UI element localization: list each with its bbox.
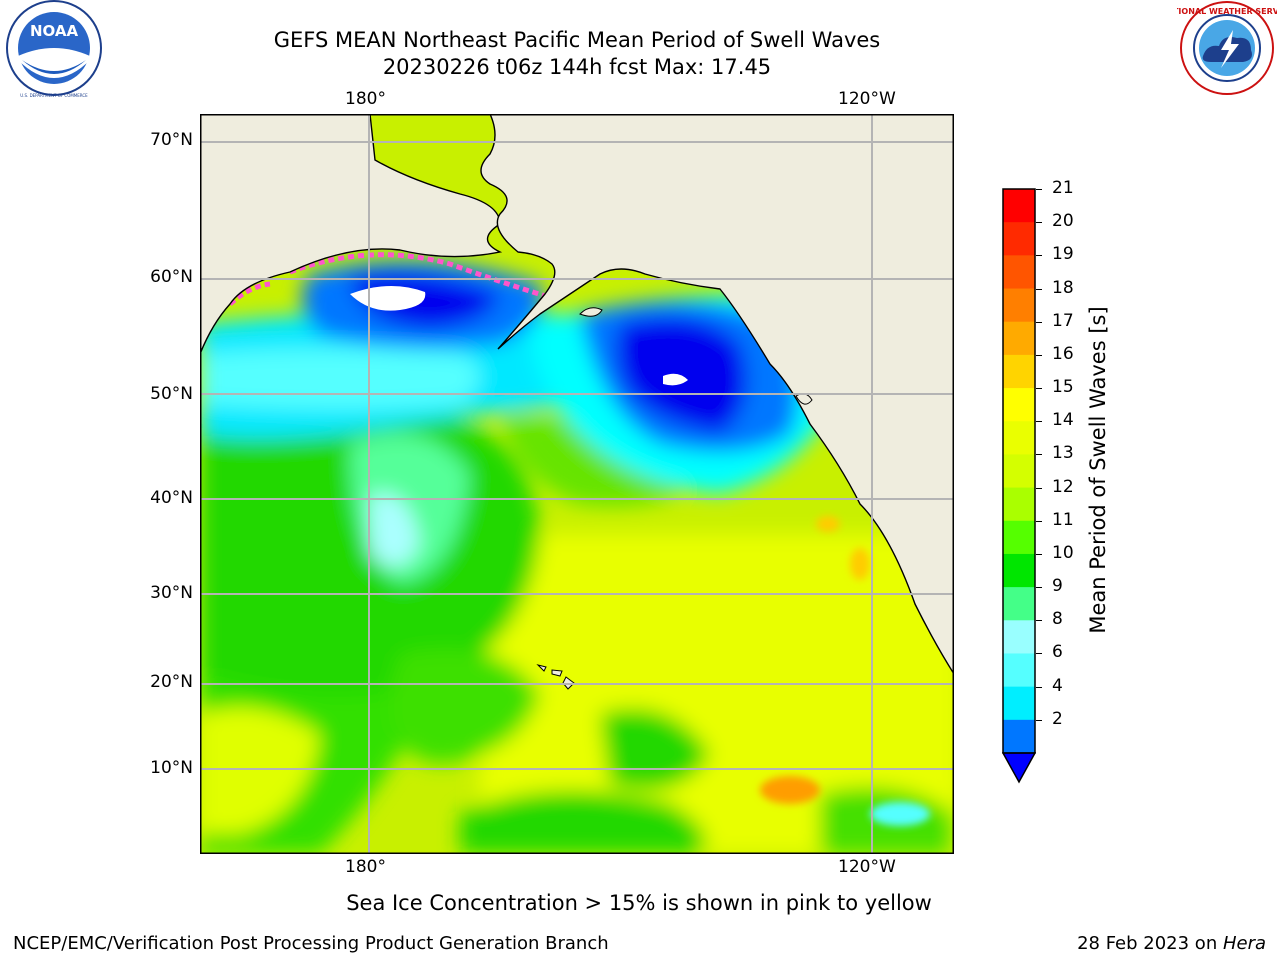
colorbar-swatch xyxy=(1003,653,1035,688)
colorbar-swatch xyxy=(1003,587,1035,621)
colorbar-tick-mark xyxy=(1036,421,1042,423)
colorbar-swatch xyxy=(1003,686,1035,721)
footer-date: 28 Feb 2023 on Hera xyxy=(1077,933,1266,954)
colorbar-swatches xyxy=(1003,189,1035,754)
colorbar-tick-label: 6 xyxy=(1052,642,1063,663)
colorbar-tick-mark xyxy=(1036,553,1042,555)
colorbar-swatch xyxy=(1003,321,1035,356)
colorbar-label: Mean Period of Swell Waves [s] xyxy=(1086,306,1110,634)
colorbar-tick-mark xyxy=(1036,354,1042,356)
colorbar-swatch xyxy=(1003,719,1035,754)
colorbar-tick-label: 12 xyxy=(1052,476,1074,497)
lat-label-60n: 60°N xyxy=(150,267,193,287)
colorbar-swatch xyxy=(1003,487,1035,522)
colorbar-tick-label: 10 xyxy=(1052,542,1074,563)
colorbar-tick-label: 2 xyxy=(1052,708,1063,729)
colorbar-tick-label: 11 xyxy=(1052,509,1074,530)
lon-label-bottom-120w: 120°W xyxy=(838,857,896,877)
colorbar-swatch xyxy=(1003,189,1035,223)
colorbar-swatch xyxy=(1003,255,1035,290)
colorbar-tick-label: 17 xyxy=(1052,310,1074,331)
colorbar-tick-mark xyxy=(1036,653,1042,655)
colorbar-swatch xyxy=(1003,520,1035,555)
colorbar-tick-mark xyxy=(1036,520,1042,522)
colorbar-tick-mark xyxy=(1036,288,1042,290)
svg-text:U.S. DEPARTMENT OF COMMERCE: U.S. DEPARTMENT OF COMMERCE xyxy=(20,93,88,98)
colorbar-tick-label: 15 xyxy=(1052,377,1074,398)
colorbar-tick-mark xyxy=(1036,189,1042,190)
colorbar-extend-arrow xyxy=(1001,752,1037,784)
colorbar-tick-mark xyxy=(1036,255,1042,257)
colorbar-tick-label: 13 xyxy=(1052,443,1074,464)
colorbar-swatch xyxy=(1003,454,1035,489)
colorbar-tick-mark xyxy=(1036,587,1042,589)
colorbar-tick-label: 4 xyxy=(1052,675,1063,696)
map-subtitle: 20230226 t06z 144h fcst Max: 17.45 xyxy=(382,55,772,79)
colorbar-tick-label: 21 xyxy=(1052,178,1074,198)
lat-label-50n: 50°N xyxy=(150,384,193,404)
colorbar-tick-label: 9 xyxy=(1052,576,1063,597)
colorbar-swatch xyxy=(1003,354,1035,389)
colorbar-tick-mark xyxy=(1036,487,1042,489)
lon-label-bottom-180: 180° xyxy=(345,857,386,877)
lon-label-top-180: 180° xyxy=(345,89,386,109)
colorbar xyxy=(1001,188,1037,784)
map-title: GEFS MEAN Northeast Pacific Mean Period … xyxy=(273,28,881,52)
colorbar-tick-label: 20 xyxy=(1052,211,1074,232)
sea-ice-note: Sea Ice Concentration > 15% is shown in … xyxy=(346,891,932,915)
lat-label-10n: 10°N xyxy=(150,758,193,778)
colorbar-tick-mark xyxy=(1036,719,1042,721)
colorbar-swatch xyxy=(1003,421,1035,455)
colorbar-tick-mark xyxy=(1036,388,1042,390)
footer-org: NCEP/EMC/Verification Post Processing Pr… xyxy=(13,933,609,954)
lat-label-20n: 20°N xyxy=(150,672,193,692)
colorbar-tick-label: 19 xyxy=(1052,244,1074,265)
lon-label-top-120w: 120°W xyxy=(838,89,896,109)
colorbar-tick-label: 14 xyxy=(1052,410,1074,431)
colorbar-swatch xyxy=(1003,288,1035,323)
noaa-logo: NOAA U.S. DEPARTMENT OF COMMERCE xyxy=(4,0,104,100)
map-canvas xyxy=(199,113,960,855)
lat-label-30n: 30°N xyxy=(150,583,193,603)
colorbar-tick-mark xyxy=(1036,321,1042,323)
colorbar-tick-mark xyxy=(1036,620,1042,622)
colorbar-tick-mark xyxy=(1036,686,1042,688)
svg-text:NATIONAL WEATHER SERVICE: NATIONAL WEATHER SERVICE xyxy=(1177,7,1277,16)
colorbar-tick-label: 16 xyxy=(1052,343,1074,364)
colorbar-tick-label: 8 xyxy=(1052,609,1063,630)
noaa-logo-text: NOAA xyxy=(30,22,79,40)
footer-machine: Hera xyxy=(1222,933,1266,954)
colorbar-swatch xyxy=(1003,222,1035,256)
lat-label-70n: 70°N xyxy=(150,130,193,150)
colorbar-swatch xyxy=(1003,553,1035,588)
colorbar-swatch xyxy=(1003,620,1035,654)
lat-label-40n: 40°N xyxy=(150,488,193,508)
colorbar-tick-label: 18 xyxy=(1052,277,1074,298)
map-panel xyxy=(199,113,960,855)
nws-logo: NATIONAL WEATHER SERVICE xyxy=(1161,0,1280,100)
colorbar-tick-mark xyxy=(1036,222,1042,224)
colorbar-tick-mark xyxy=(1036,454,1042,456)
colorbar-swatch xyxy=(1003,388,1035,422)
